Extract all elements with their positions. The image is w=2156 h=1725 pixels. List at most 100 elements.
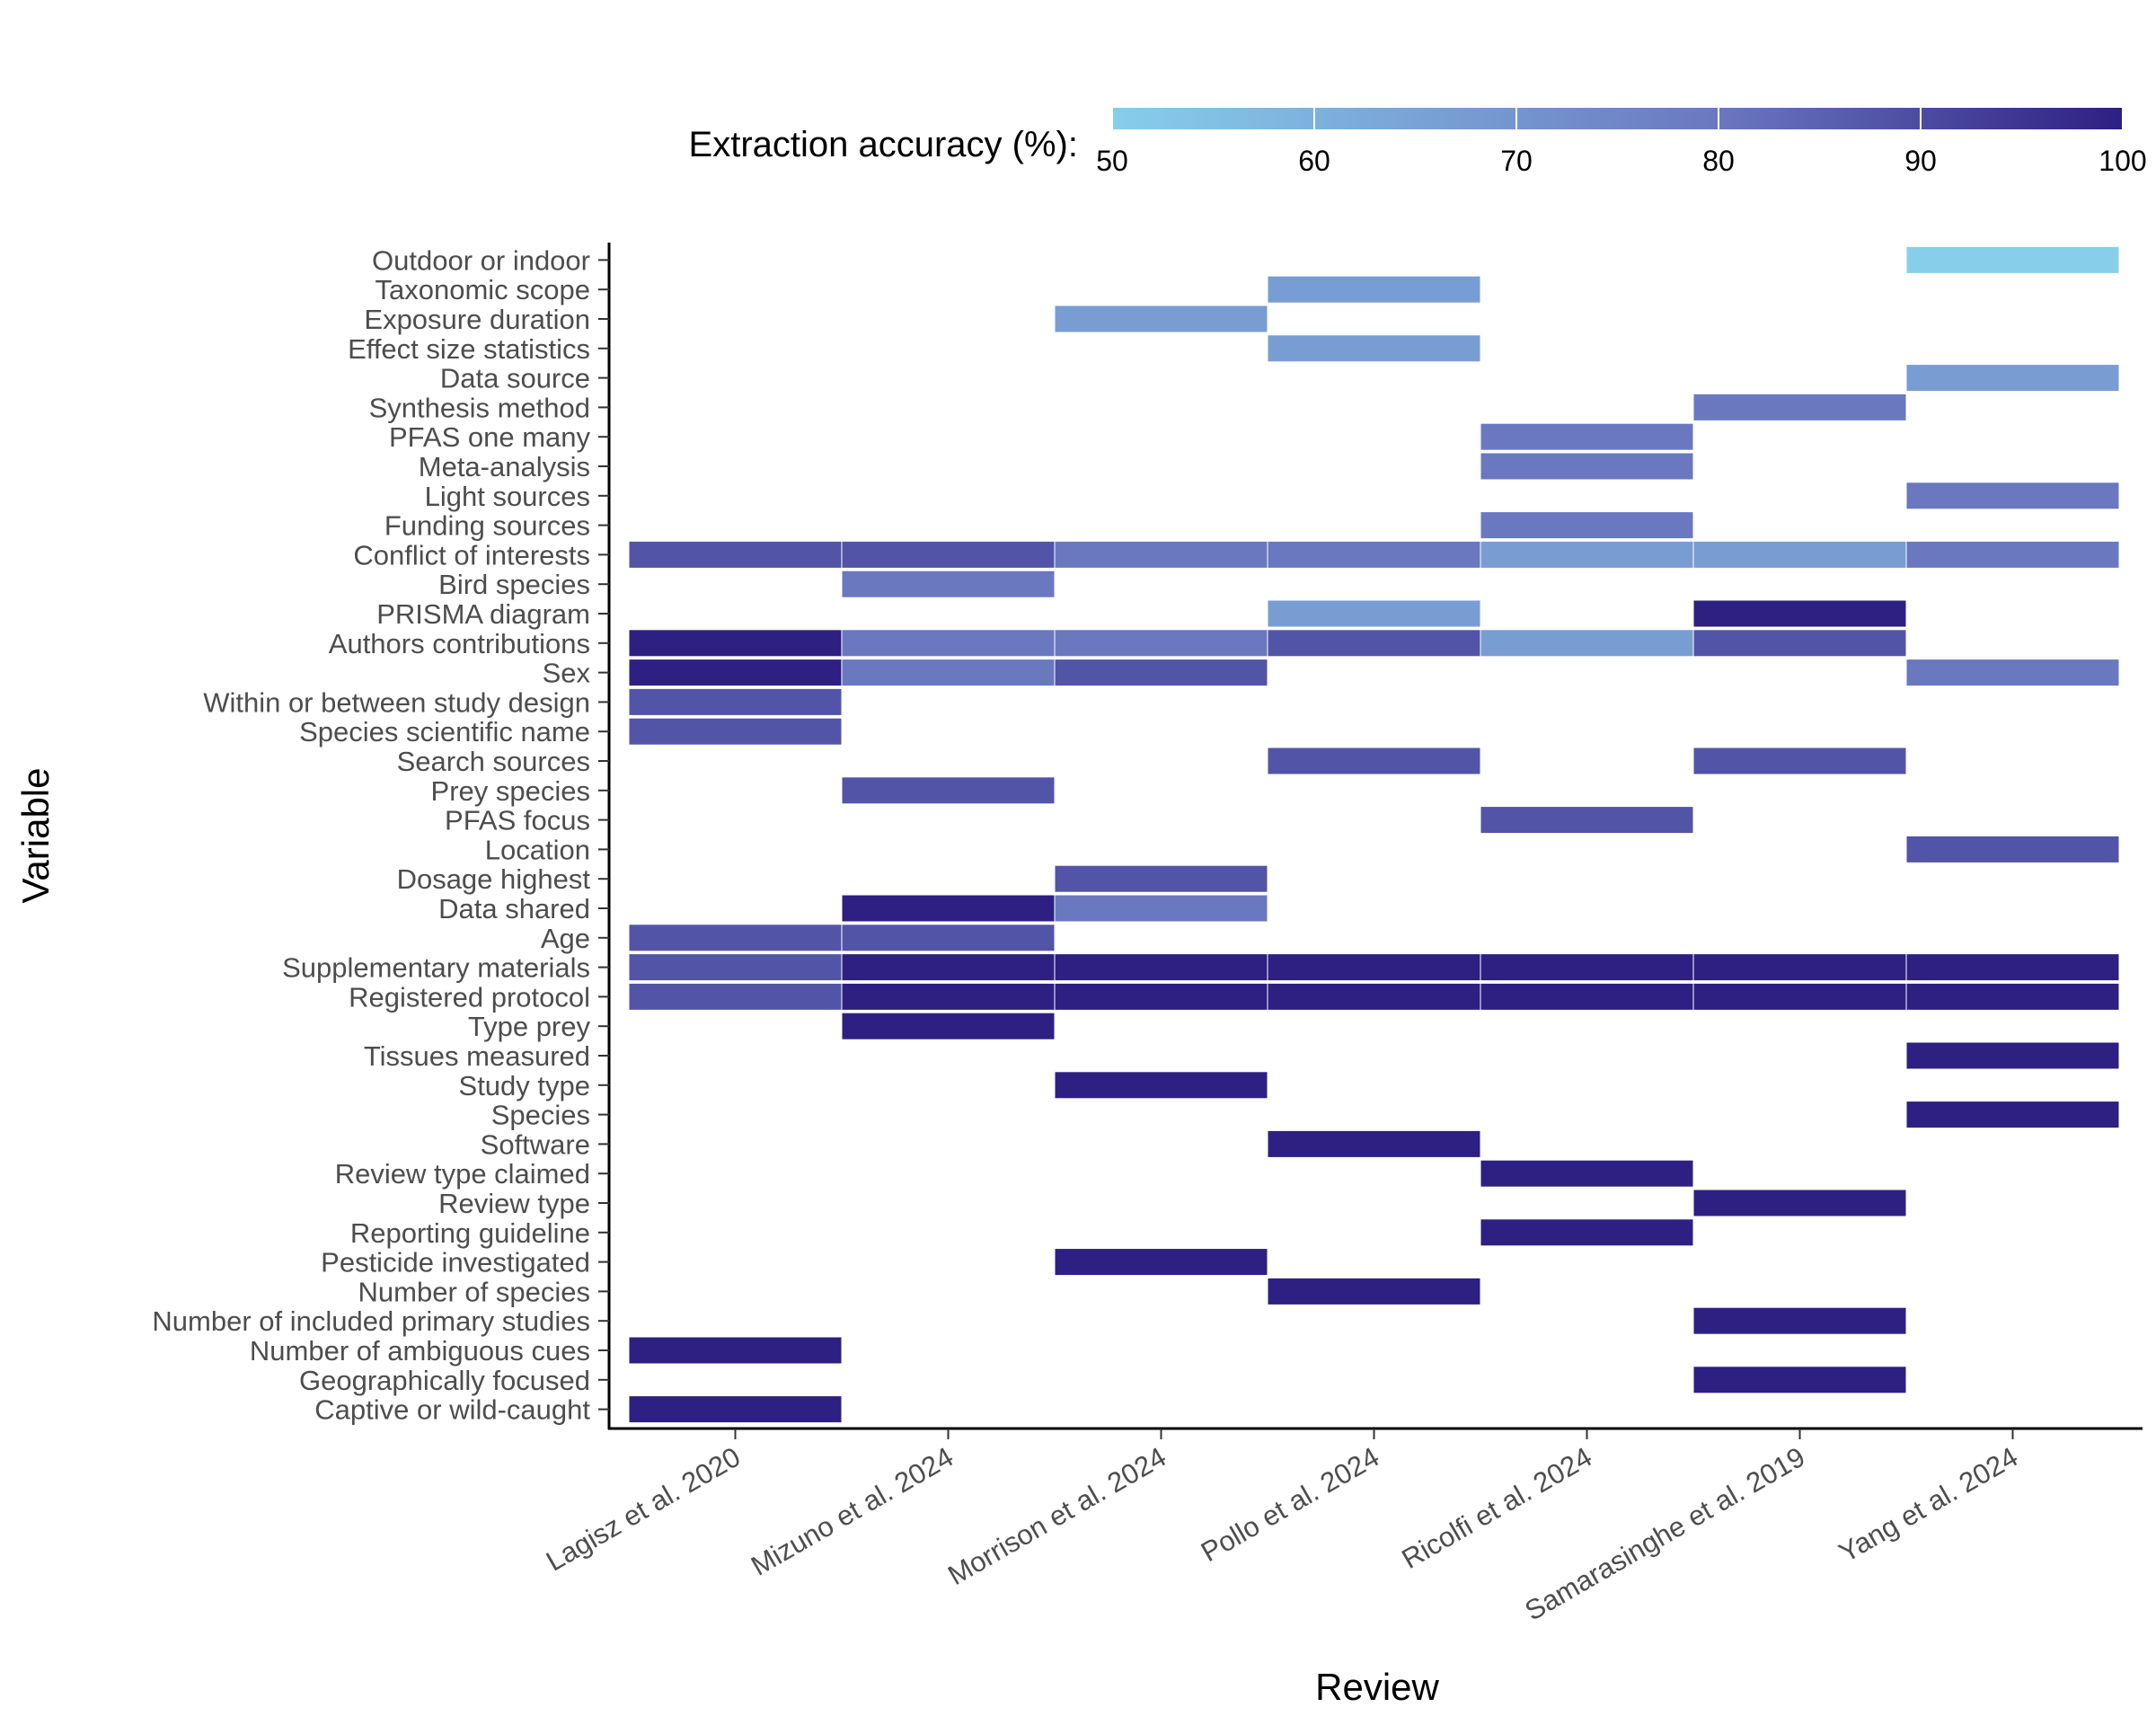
y-tick-label: Dosage highest xyxy=(397,863,591,895)
heatmap-cell xyxy=(1480,982,1694,1011)
heatmap-cell xyxy=(1480,1159,1694,1188)
heatmap-cell xyxy=(1692,747,1907,775)
heatmap-cell xyxy=(1692,1189,1907,1217)
heatmap-cell xyxy=(1905,953,2120,982)
heatmap-cell xyxy=(841,540,1056,569)
legend-tick-label: 100 xyxy=(2099,145,2146,177)
heatmap-cell xyxy=(628,717,843,746)
heatmap-cell xyxy=(1054,659,1268,687)
y-tick-label: PFAS one many xyxy=(389,421,591,453)
y-tick-label: Location xyxy=(485,834,590,865)
heatmap-cell xyxy=(1054,629,1268,658)
x-tick-label: Pollo et al. 2024 xyxy=(1196,1441,1384,1568)
x-tick-label: Lagisz et al. 2020 xyxy=(541,1441,746,1578)
heatmap-cell xyxy=(1692,982,1907,1011)
heatmap-cell xyxy=(628,540,843,569)
y-tick-label: Number of included primary studies xyxy=(152,1305,590,1337)
heatmap-cell xyxy=(1267,953,1481,982)
heatmap-cell xyxy=(1480,1218,1694,1247)
y-tick-label: Species xyxy=(491,1100,590,1131)
x-tick-label: Mizuno et al. 2024 xyxy=(746,1441,959,1582)
heatmap-cell xyxy=(1905,1101,2120,1129)
heatmap-cell xyxy=(1480,511,1694,540)
heatmap-cell xyxy=(1267,629,1481,658)
y-tick-label: Prey species xyxy=(431,775,590,807)
heatmap-cell xyxy=(1692,629,1907,658)
heatmap-cell xyxy=(1267,747,1481,775)
heatmap-cell xyxy=(1692,393,1907,421)
x-tick-label: Morrison et al. 2024 xyxy=(942,1441,1171,1591)
heatmap-cell xyxy=(1267,982,1481,1011)
heatmap-cell xyxy=(841,924,1056,952)
heatmap-cell xyxy=(1905,659,2120,687)
y-tick-label: Data source xyxy=(440,363,590,394)
heatmap-cell xyxy=(1480,806,1694,835)
heatmap-cell xyxy=(1905,364,2120,393)
heatmap-cell xyxy=(628,924,843,952)
heatmap-cell xyxy=(841,982,1056,1011)
heatmap-cell xyxy=(628,659,843,687)
heatmap-cell xyxy=(628,982,843,1011)
y-tick-label: Exposure duration xyxy=(364,304,590,335)
y-tick-label: Review type claimed xyxy=(335,1158,590,1190)
heatmap-cell xyxy=(628,687,843,716)
heatmap-cell xyxy=(1054,864,1268,893)
heatmap-cell xyxy=(1905,482,2120,510)
y-tick-label: Pesticide investigated xyxy=(321,1247,590,1278)
y-tick-label: Outdoor or indoor xyxy=(372,244,590,276)
x-axis-ticks: Lagisz et al. 2020 Mizuno et al. 2024Morr… xyxy=(541,1429,2023,1627)
heatmap-cell xyxy=(1692,599,1907,628)
y-tick-label: Meta-analysis xyxy=(419,451,590,482)
y-tick-label: Review type xyxy=(438,1188,590,1219)
heatmap-cell xyxy=(1905,1041,2120,1070)
heatmap-cell xyxy=(1692,953,1907,982)
heatmap-cell xyxy=(841,953,1056,982)
legend-ticks: 50 60 70 80 90 100 xyxy=(1096,108,2147,177)
y-tick-label: Search sources xyxy=(397,746,590,777)
heatmap-cell xyxy=(841,776,1056,805)
y-tick-label: Number of ambiguous cues xyxy=(250,1335,590,1367)
y-tick-label: Funding sources xyxy=(384,510,590,542)
y-tick-label: Type prey xyxy=(468,1011,591,1042)
y-tick-label: Number of species xyxy=(358,1276,590,1307)
heatmap-cell xyxy=(1692,1366,1907,1394)
y-axis-title: Variable xyxy=(14,768,57,904)
legend-tick-label: 60 xyxy=(1298,145,1330,177)
legend-tick-label: 80 xyxy=(1702,145,1735,177)
heatmap-cell xyxy=(841,570,1056,598)
heatmap-cell xyxy=(1054,1248,1268,1277)
heatmap-cell xyxy=(1267,334,1481,363)
heatmap-cell xyxy=(1480,953,1694,982)
heatmap-cell xyxy=(1267,1129,1481,1158)
heatmap-cell xyxy=(1905,540,2120,569)
y-tick-label: Sex xyxy=(543,658,591,689)
y-tick-label: Tissues measured xyxy=(364,1040,590,1072)
heatmap-cell xyxy=(628,1395,843,1424)
y-tick-label: Bird species xyxy=(438,569,590,600)
y-tick-label: Species scientific name xyxy=(299,716,590,748)
x-tick-label: Ricolfi et al. 2024 xyxy=(1397,1441,1597,1575)
y-tick-label: Study type xyxy=(459,1070,590,1101)
heatmap-cell xyxy=(628,953,843,982)
heatmap-cell xyxy=(1054,305,1268,333)
y-tick-label: Taxonomic scope xyxy=(375,274,590,305)
heatmap-cell xyxy=(1480,452,1694,481)
legend-tick-label: 50 xyxy=(1096,145,1128,177)
heatmap-cells xyxy=(628,245,2120,1424)
heatmap-cell xyxy=(1480,540,1694,569)
y-tick-label: Age xyxy=(541,923,590,954)
y-tick-label: Within or between study design xyxy=(203,686,590,718)
y-tick-label: Synthesis method xyxy=(369,392,590,423)
y-tick-label: Software xyxy=(481,1128,590,1160)
heatmap-cell xyxy=(1267,275,1481,304)
x-tick-label: Yang et al. 2024 xyxy=(1833,1441,2023,1569)
x-axis-title: Review xyxy=(1315,1666,1439,1708)
heatmap-cell xyxy=(841,629,1056,658)
y-tick-label: Effect size statistics xyxy=(348,333,590,365)
heatmap-cell xyxy=(1480,629,1694,658)
heatmap-cell xyxy=(1054,1071,1268,1100)
y-tick-label: Authors contributions xyxy=(329,628,590,659)
legend-colorbar xyxy=(1112,108,2123,129)
heatmap-cell xyxy=(1267,540,1481,569)
heatmap-cell xyxy=(1054,953,1268,982)
